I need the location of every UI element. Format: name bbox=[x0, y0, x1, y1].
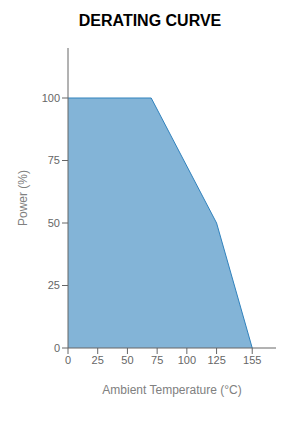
svg-text:75: 75 bbox=[48, 154, 60, 166]
svg-text:0: 0 bbox=[65, 354, 71, 366]
svg-text:125: 125 bbox=[207, 354, 225, 366]
svg-text:50: 50 bbox=[121, 354, 133, 366]
svg-text:25: 25 bbox=[48, 279, 60, 291]
svg-text:100: 100 bbox=[42, 92, 60, 104]
svg-text:155: 155 bbox=[243, 354, 261, 366]
svg-text:0: 0 bbox=[54, 342, 60, 354]
svg-text:Power (%): Power (%) bbox=[16, 170, 30, 226]
svg-text:100: 100 bbox=[178, 354, 196, 366]
svg-text:50: 50 bbox=[48, 217, 60, 229]
html-text:DERATING CURVE: DERATING CURVE bbox=[78, 12, 222, 29]
svg-text:75: 75 bbox=[151, 354, 163, 366]
svg-text:25: 25 bbox=[92, 354, 104, 366]
svg-text:Ambient Temperature (°C): Ambient Temperature (°C) bbox=[102, 383, 241, 397]
